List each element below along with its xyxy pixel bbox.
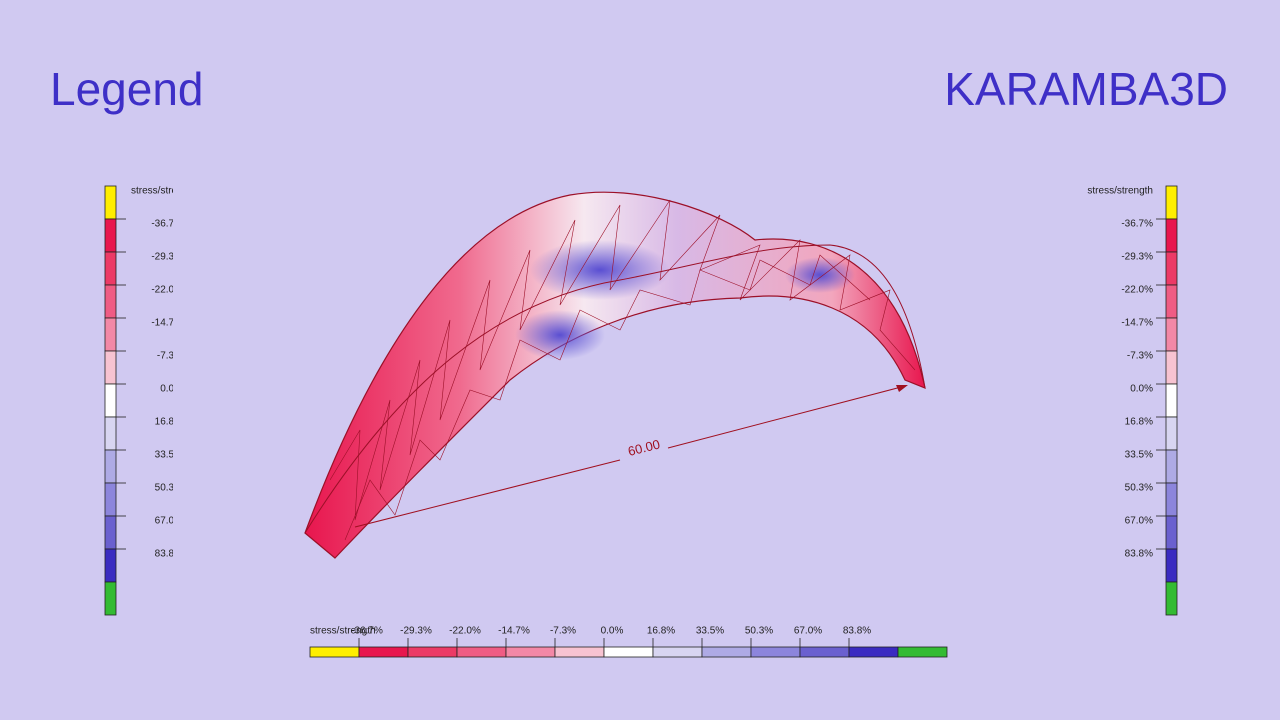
legend-label: 50.3%: [1125, 483, 1153, 494]
legend-label: 50.3%: [155, 483, 183, 494]
legend-swatch: [104, 449, 117, 484]
legend-label: -7.3%: [157, 351, 183, 362]
legend-swatch: [1165, 251, 1178, 286]
legend-swatch: [1165, 218, 1178, 253]
legend-swatch: [309, 646, 360, 658]
legend-swatch: [848, 646, 899, 658]
legend-title: stress/strength: [131, 186, 197, 197]
legend-swatch: [603, 646, 654, 658]
legend-label: -22.0%: [151, 285, 183, 296]
legend-swatch: [1165, 383, 1178, 418]
legend-swatch: [505, 646, 556, 658]
legend-swatch: [104, 548, 117, 583]
legend-label: 50.3%: [745, 626, 773, 637]
legend-label: -14.7%: [498, 626, 530, 637]
legend-swatch: [358, 646, 409, 658]
legend-swatch: [104, 350, 117, 385]
legend-swatch: [1165, 350, 1178, 385]
legend-label: -7.3%: [550, 626, 576, 637]
legend-swatch: [1165, 317, 1178, 352]
legend-heading: Legend: [50, 63, 204, 115]
legend-labels: stress/strength -36.7% -29.3% -22.0% -14.7% -…: [131, 186, 197, 560]
legend-label: -7.3%: [1127, 351, 1153, 362]
legend-label: 16.8%: [155, 417, 183, 428]
legend-swatch: [407, 646, 458, 658]
legend-swatch: [1165, 515, 1178, 550]
legend-swatch: [104, 482, 117, 517]
legend-swatch: [701, 646, 752, 658]
legend-label: -29.3%: [1121, 252, 1153, 263]
legend-label: -14.7%: [1121, 318, 1153, 329]
legend-swatch: [104, 416, 117, 451]
legend-swatch: [799, 646, 850, 658]
legend-label: -29.3%: [151, 252, 183, 263]
legend-label: 83.8%: [1125, 549, 1153, 560]
legend-label: 0.0%: [601, 626, 624, 637]
legend-swatch: [897, 646, 948, 658]
legend-swatch: [104, 383, 117, 418]
legend-swatch: [104, 218, 117, 253]
vertical-legend: stress/strength -36.7% -29.3% -22.0% -14.7% -…: [1087, 185, 1178, 616]
legend-label: -14.7%: [151, 318, 183, 329]
legend-label: 83.8%: [155, 549, 183, 560]
legend-label: 33.5%: [696, 626, 724, 637]
legend-title: stress/strength: [310, 626, 376, 637]
legend-label: -36.7%: [351, 626, 383, 637]
horizontal-legend: stress/strength-36.7% -29.3% -22.0% -14.7% -…: [309, 626, 948, 658]
legend-label: 33.5%: [155, 450, 183, 461]
legend-swatch: [1165, 416, 1178, 451]
legend-swatch: [104, 515, 117, 550]
legend-swatch: [1165, 284, 1178, 319]
legend-label: 33.5%: [1125, 450, 1153, 461]
legend-swatch: [652, 646, 703, 658]
vertical-legend: stress/strength -36.7% -29.3% -22.0% -14.7% -…: [104, 185, 197, 616]
legend-label: -36.7%: [151, 219, 183, 230]
legend-title: stress/strength: [1087, 186, 1153, 197]
legend-swatch: [1165, 482, 1178, 517]
legend-swatch: [1165, 548, 1178, 583]
legend-swatch: [104, 185, 117, 220]
model: [304, 191, 926, 559]
legend-label: 0.0%: [160, 384, 183, 395]
legend-label: -22.0%: [1121, 285, 1153, 296]
legend-label: 67.0%: [794, 626, 822, 637]
legend-swatch: [1165, 185, 1178, 220]
legend-swatch: [456, 646, 507, 658]
legend-label: 0.0%: [1130, 384, 1153, 395]
legend-swatch: [554, 646, 605, 658]
legend-label: 67.0%: [1125, 516, 1153, 527]
legend-swatch: [104, 284, 117, 319]
legend-swatch: [1165, 581, 1178, 616]
legend-labels: stress/strength -36.7% -29.3% -22.0% -14.7% -…: [1087, 186, 1153, 560]
legend-label: -22.0%: [449, 626, 481, 637]
legend-swatch: [104, 581, 117, 616]
brand: KARAMBA3D: [944, 63, 1228, 115]
legend-swatch: [104, 251, 117, 286]
legend-label: 83.8%: [843, 626, 871, 637]
legend-label: 16.8%: [1125, 417, 1153, 428]
legend-label: -29.3%: [400, 626, 432, 637]
legend-swatch: [104, 317, 117, 352]
dimension-label: 60.00: [626, 436, 661, 458]
legend-swatch: [750, 646, 801, 658]
legend-label: 67.0%: [155, 516, 183, 527]
legend-label: 16.8%: [647, 626, 675, 637]
legend-swatch: [1165, 449, 1178, 484]
legend-label: -36.7%: [1121, 219, 1153, 230]
